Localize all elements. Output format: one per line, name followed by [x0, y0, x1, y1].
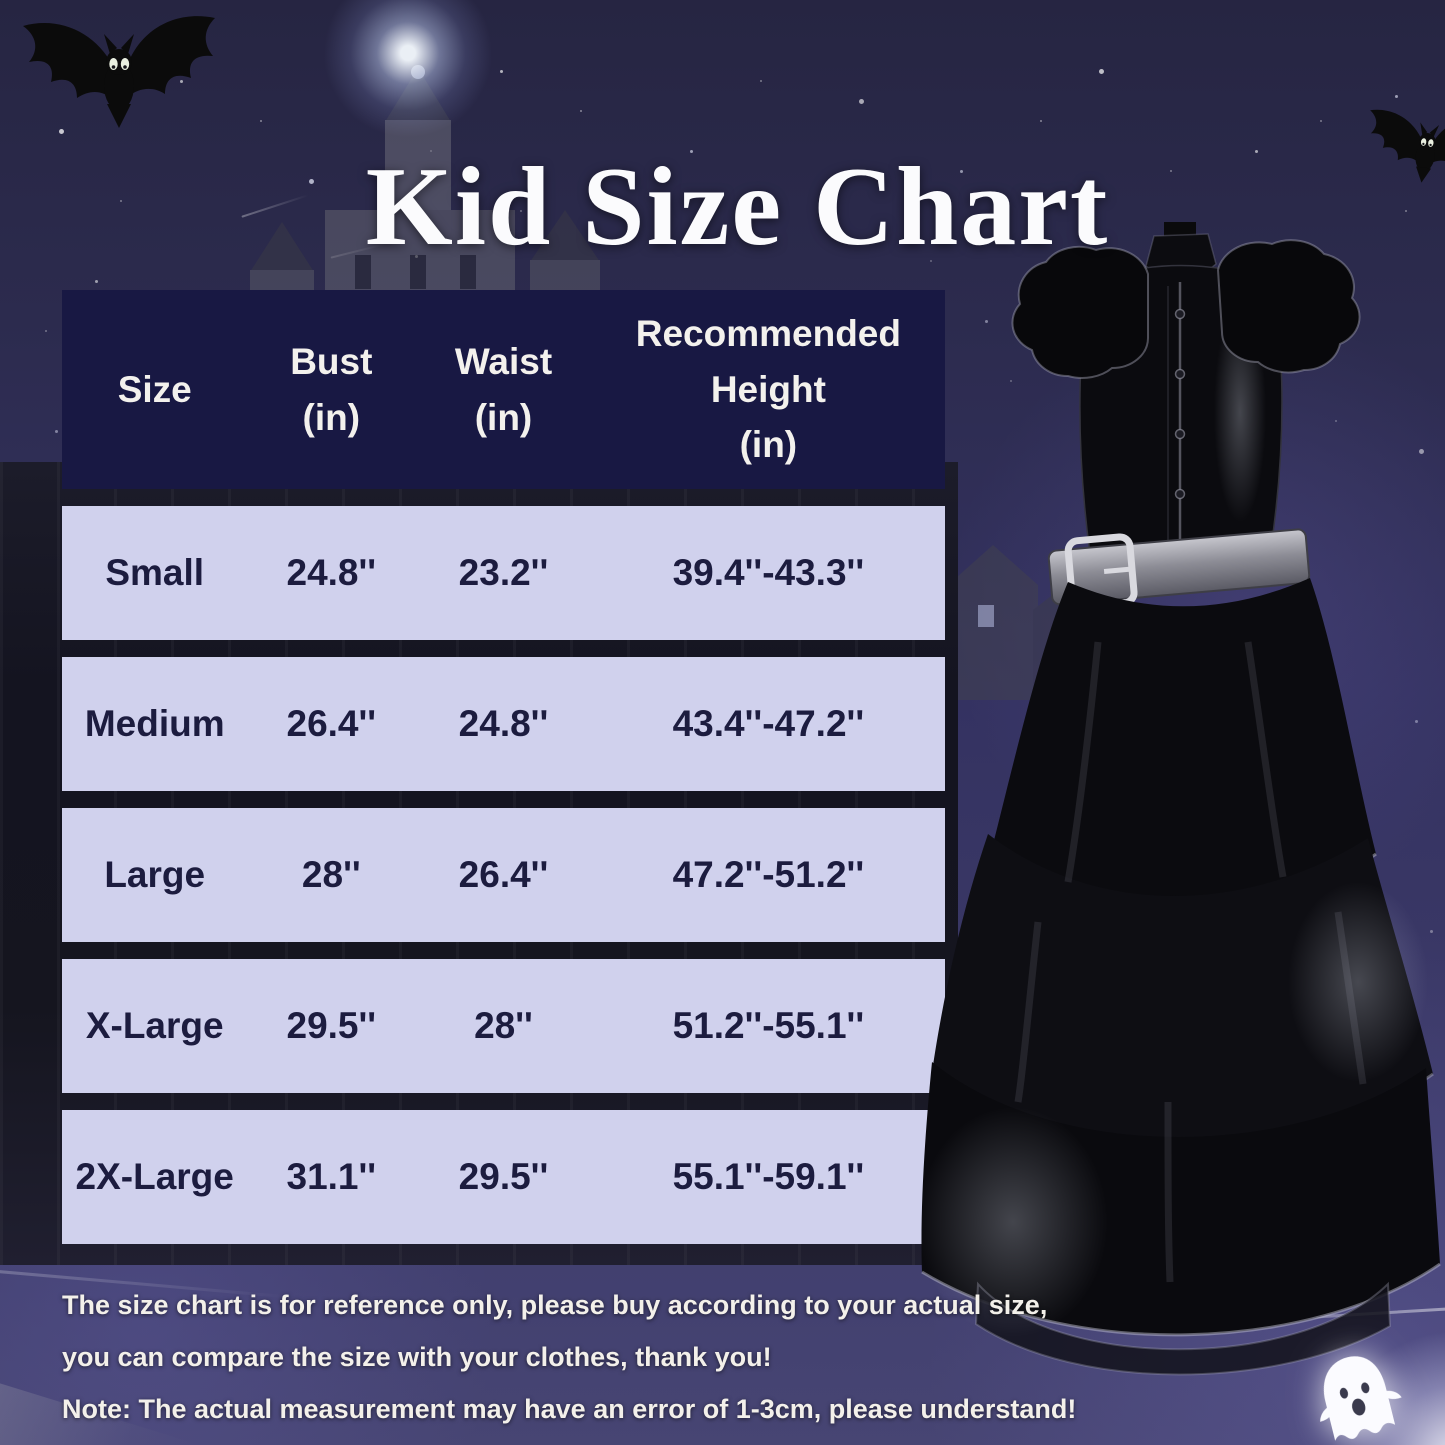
cell-waist: 23.2'' — [458, 552, 549, 593]
tower-light-glow — [323, 0, 493, 138]
cell-bust: 26.4'' — [286, 703, 377, 744]
header-cell-waist: Waist (in) — [454, 341, 553, 438]
cell-waist: 28'' — [474, 1005, 533, 1046]
cell-height: 55.1''-59.1'' — [672, 1156, 865, 1197]
ghost-icon — [1320, 1356, 1402, 1441]
header-cell-size: Size — [117, 368, 192, 410]
cell-waist: 29.5'' — [458, 1156, 549, 1197]
cell-size: Medium — [84, 703, 225, 744]
cell-bust: 29.5'' — [286, 1005, 377, 1046]
cell-bust: 31.1'' — [286, 1156, 377, 1197]
table-row: Medium 26.4'' 24.8'' 43.4''-47.2'' — [62, 657, 945, 791]
cell-height: 39.4''-43.3'' — [672, 552, 865, 593]
cell-bust: 28'' — [301, 854, 361, 895]
note-line: The size chart is for reference only, pl… — [62, 1290, 1048, 1320]
cell-waist: 26.4'' — [458, 854, 549, 895]
table-header-row: Size Bust (in) Waist (in) Recommended He… — [62, 290, 945, 489]
cell-height: 47.2''-51.2'' — [672, 854, 865, 895]
cell-size: X-Large — [85, 1005, 224, 1046]
cell-waist: 24.8'' — [458, 703, 549, 744]
cell-size: Large — [104, 854, 206, 895]
bat-icon — [23, 16, 215, 128]
bat-icon — [1370, 109, 1445, 183]
cell-size: 2X-Large — [75, 1156, 234, 1197]
note-line: Note: The actual measurement may have an… — [62, 1394, 1077, 1424]
header-cell-height: Recommended Height (in) — [635, 313, 901, 466]
cell-height: 43.4''-47.2'' — [672, 703, 865, 744]
table-row: Large 28'' 26.4'' 47.2''-51.2'' — [62, 808, 945, 942]
header-cell-bust: Bust (in) — [290, 341, 373, 438]
cell-size: Small — [105, 552, 205, 593]
table-row: Small 24.8'' 23.2'' 39.4''-43.3'' — [62, 506, 945, 640]
size-table: Size Bust (in) Waist (in) Recommended He… — [62, 290, 945, 1244]
page-title: Kid Size Chart — [365, 145, 1110, 270]
size-chart-notes: The size chart is for reference only, pl… — [62, 1288, 1242, 1444]
cell-bust: 24.8'' — [286, 552, 377, 593]
stars-faint — [0, 0, 2, 2]
table-row: X-Large 29.5'' 28'' 51.2''-55.1'' — [62, 959, 945, 1093]
cell-height: 51.2''-55.1'' — [672, 1005, 865, 1046]
black-dress-image — [918, 222, 1441, 1376]
note-line: you can compare the size with your cloth… — [62, 1342, 772, 1372]
table-row: 2X-Large 31.1'' 29.5'' 55.1''-59.1'' — [62, 1110, 945, 1244]
